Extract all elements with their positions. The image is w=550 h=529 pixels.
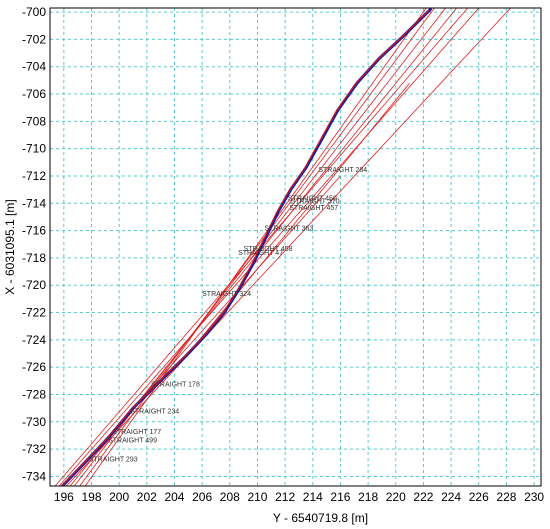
series-line-red	[61, 9, 430, 486]
x-tick-label: 228	[496, 490, 516, 504]
y-tick-label: -702	[22, 32, 46, 46]
y-tick-label: -710	[22, 142, 46, 156]
annotation-label: STRAIGHT 47	[238, 250, 283, 257]
straight-line	[65, 8, 511, 486]
x-tick-label: 220	[386, 490, 406, 504]
annotation-label: STRAIGHT 324	[202, 291, 251, 298]
straight-line	[79, 8, 435, 486]
x-axis-title: Y - 6540719.8 [m]	[273, 511, 368, 525]
y-tick-label: -722	[22, 306, 46, 320]
y-tick-label: -718	[22, 251, 46, 265]
y-tick-label: -730	[22, 415, 46, 429]
annotation-label: STRAIGHT 370	[291, 198, 340, 205]
y-tick-label: -728	[22, 387, 46, 401]
x-tick-label: 218	[358, 490, 378, 504]
annotation-label: STRAIGHT 177	[112, 429, 161, 436]
x-tick-label: 224	[441, 490, 461, 504]
x-tick-label: 200	[109, 490, 129, 504]
x-tick-label: 210	[247, 490, 267, 504]
straight-line	[84, 8, 427, 486]
x-tick-labels: 196 198 200 202 204 206 208 210 212 214 216 218 220 2…	[54, 490, 545, 504]
straight-line	[58, 8, 480, 486]
annotation-label: STRAIGHT 457	[289, 205, 338, 212]
y-tick-label: -724	[22, 333, 46, 347]
x-tick-label: 198	[81, 490, 101, 504]
x-tick-label: 212	[275, 490, 295, 504]
x-tick-label: 208	[220, 490, 240, 504]
annotation-label: STRAIGHT 178	[151, 381, 200, 388]
annotation-label: STRAIGHT 284	[318, 167, 367, 174]
y-tick-label: -706	[22, 87, 46, 101]
annotation-label: STRAIGHT 293	[89, 456, 138, 463]
y-tick-label: -708	[22, 114, 46, 128]
x-tick-label: 226	[469, 490, 489, 504]
y-tick-label: -712	[22, 169, 46, 183]
annotation-label: STRAIGHT 450	[288, 196, 337, 203]
y-tick-label: -720	[22, 278, 46, 292]
x-tick-label: 230	[524, 490, 544, 504]
y-tick-labels: -700 -702 -704 -706 -708 -710 -712 -714 -716 -718…	[22, 5, 46, 483]
measured-series	[60, 8, 432, 486]
y-tick-label: -716	[22, 224, 46, 238]
x-tick-label: 206	[192, 490, 212, 504]
annotation-label: STRAIGHT 499	[108, 437, 157, 444]
y-tick-label: -714	[22, 196, 46, 210]
y-tick-label: -704	[22, 60, 46, 74]
y-tick-label: -700	[22, 5, 46, 19]
y-axis-title: X - 6031095.1 [m]	[3, 199, 17, 294]
grid-lines	[50, 8, 541, 486]
x-tick-label: 204	[164, 490, 184, 504]
x-tick-label: 196	[54, 490, 74, 504]
annotation-label: STRAIGHT 458	[244, 246, 293, 253]
y-tick-label: -726	[22, 360, 46, 374]
x-tick-label: 202	[137, 490, 157, 504]
annotation-label: STRAIGHT 363	[264, 226, 313, 233]
x-tick-label: 222	[413, 490, 433, 504]
y-tick-label: -734	[22, 469, 46, 483]
x-tick-label: 214	[303, 490, 323, 504]
x-tick-label: 216	[330, 490, 350, 504]
plot-frame	[49, 7, 542, 487]
y-tick-label: -732	[22, 442, 46, 456]
annotation-label: STRAIGHT 234	[130, 409, 179, 416]
